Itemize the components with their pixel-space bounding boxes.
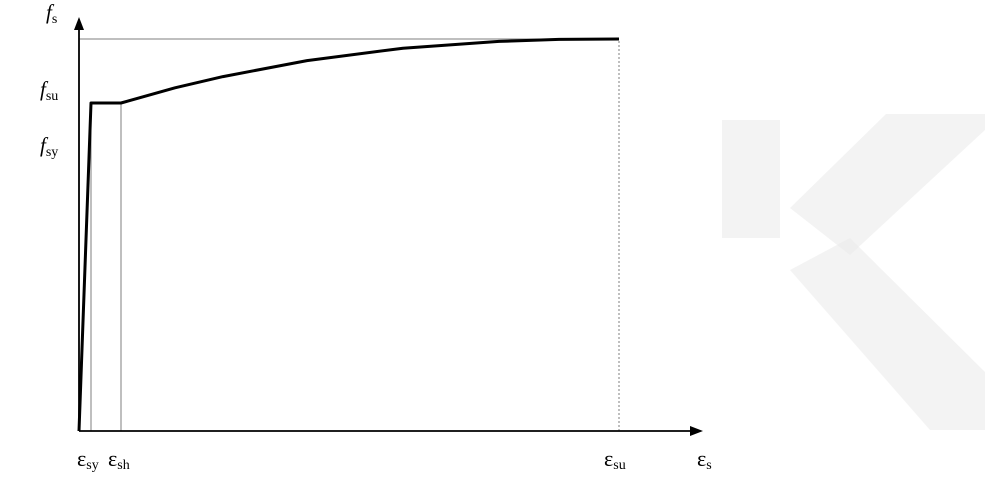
stress-strain-curve (77, 37, 620, 432)
guide-lines (79, 38, 620, 431)
x-axis-title: εs (697, 446, 712, 473)
x-axis-arrowhead (690, 426, 703, 436)
axes (74, 17, 703, 436)
y-tick-label-fsy: fsy (40, 133, 58, 160)
y-tick-label-fsu: fsu (40, 77, 58, 104)
watermark-logo (722, 114, 985, 430)
y-axis-title: fs (46, 0, 57, 27)
x-tick-label-esy: εsy (77, 446, 99, 473)
x-tick-label-esu: εsu (604, 446, 626, 473)
y-axis-arrowhead (74, 17, 84, 30)
x-tick-label-esh: εsh (108, 446, 130, 473)
